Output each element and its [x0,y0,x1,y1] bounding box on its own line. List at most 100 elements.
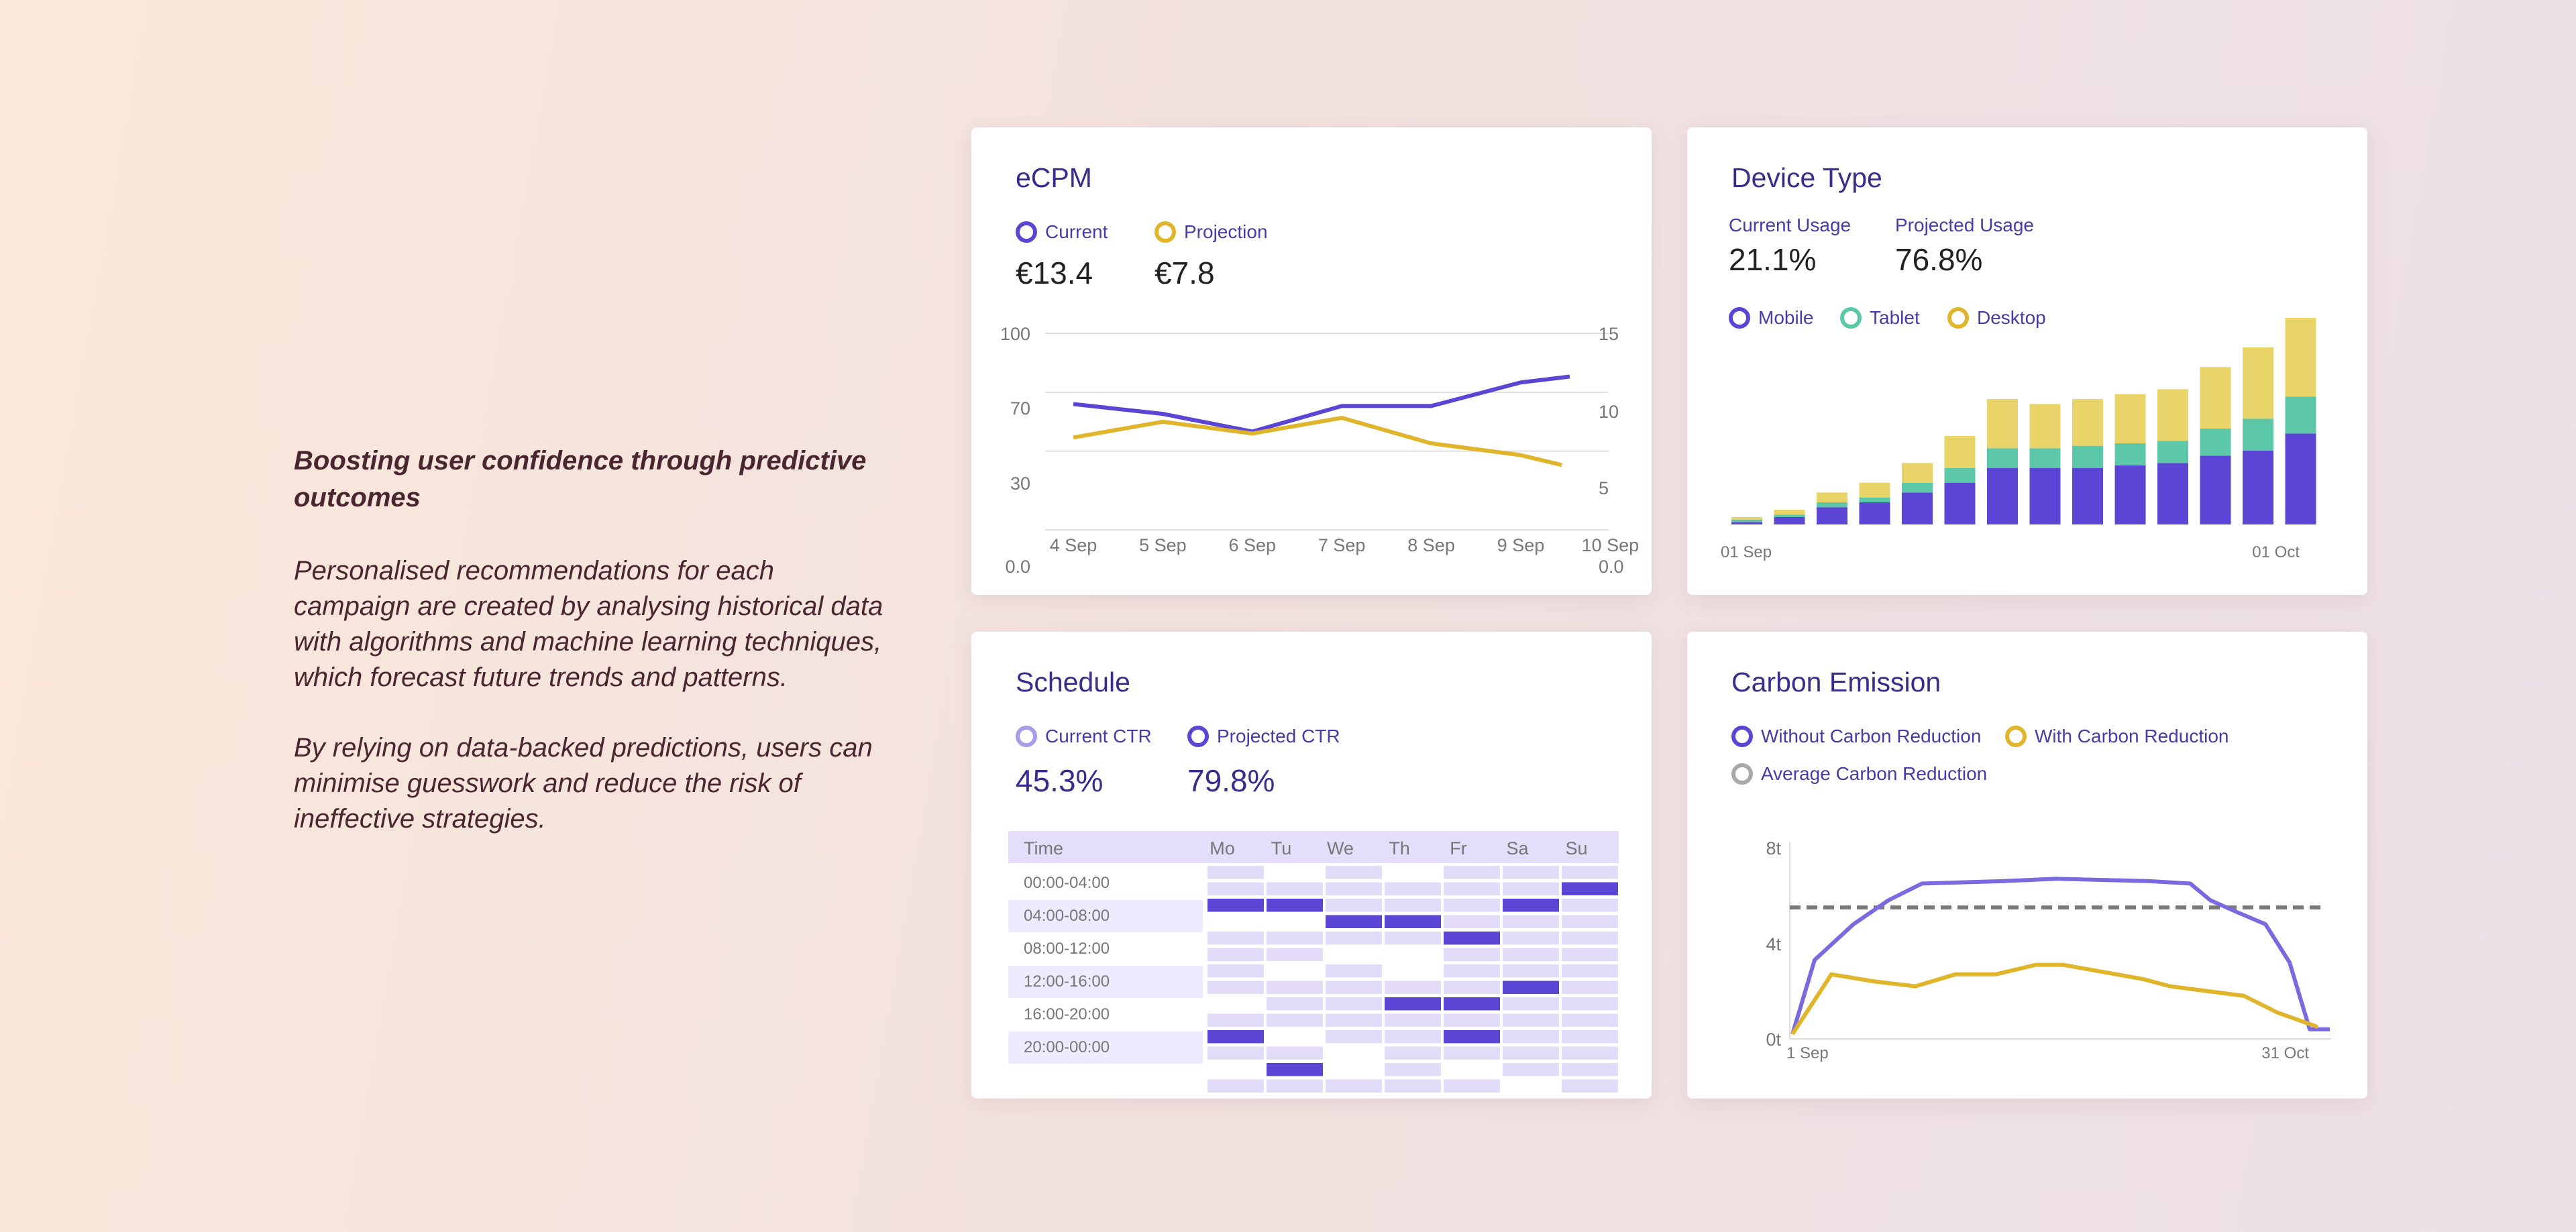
current-value: €13.4 [1016,256,1093,290]
device-bar-mobile [2114,465,2146,524]
ecpm-x-tick: 4 Sep [1050,535,1097,555]
schedule-cell [1267,997,1323,1011]
schedule-cell [1267,1079,1323,1093]
schedule-cell [1326,1030,1382,1044]
ecpm-x-tick: 5 Sep [1139,535,1187,555]
device-bar-mobile [1817,507,1847,524]
schedule-cell [1444,882,1500,895]
device-bar-tablet [1987,448,2018,468]
legend-without-reduction[interactable]: Without Carbon Reduction [1731,726,1981,747]
schedule-cell [1208,1013,1264,1027]
schedule-cell [1267,981,1323,994]
device-bar-tablet [1902,482,1933,493]
schedule-cell [1444,1046,1500,1060]
device-bar-tablet [1944,467,1976,483]
device-bar-mobile [1774,517,1805,524]
schedule-cell [1208,948,1264,961]
projected-usage-value: 76.8% [1895,242,1983,277]
schedule-header-day: Tu [1271,838,1292,858]
device-bar-tablet [2200,429,2231,456]
schedule-row-band [1008,966,1203,998]
device-card: Device Type Current Usage Projected Usag… [1687,127,2367,595]
schedule-cell [1208,932,1264,945]
device-bar-desktop [1731,517,1762,520]
schedule-cell [1267,932,1323,945]
schedule-cell [1267,1046,1323,1060]
device-bar-desktop [1944,436,1976,468]
schedule-cell [1326,899,1382,912]
legend-current-ctr-label: Current CTR [1045,726,1152,746]
legend-desktop[interactable]: Desktop [1947,307,2046,329]
device-bar-desktop [1859,482,1890,498]
device-bar-desktop [2029,404,2061,449]
schedule-cell [1503,1030,1559,1044]
schedule-heatmap: Time Mo Tu We Th Fr Sa Su 00:00-04:00 04:00-08:00… [1008,831,1619,1093]
legend-current-ctr[interactable]: Current CTR [1016,726,1152,747]
legend-projection[interactable]: Projection [1155,221,1268,243]
projected-usage-label: Projected Usage [1895,215,2035,235]
projected-ctr-marker-icon [1187,726,1209,747]
legend-average-reduction[interactable]: Average Carbon Reduction [1731,763,1987,785]
schedule-cell [1444,899,1500,912]
ecpm-right-tick: 5 [1599,478,1609,498]
device-bar-desktop [1774,510,1805,515]
device-title: Device Type [1731,162,1882,193]
schedule-cell [1326,1013,1382,1027]
legend-current[interactable]: Current [1016,221,1108,243]
schedule-cell [1503,899,1559,912]
schedule-cell [1503,948,1559,961]
schedule-cell [1562,899,1618,912]
legend-with-reduction[interactable]: With Carbon Reduction [2005,726,2229,747]
legend-current-label: Current [1045,221,1108,242]
current-usage-label: Current Usage [1729,215,1851,235]
legend-with-reduction-label: With Carbon Reduction [2035,726,2229,746]
ecpm-card: eCPM Current Projection €13.4 €7.8 100 70… [971,127,1652,595]
device-bar-mobile [1987,467,2018,524]
schedule-header-day: Fr [1450,838,1466,858]
device-bar-desktop [2285,318,2316,397]
legend-desktop-label: Desktop [1977,307,2046,328]
projected-ctr-value: 79.8% [1187,763,1275,798]
device-bar-mobile [2072,467,2103,524]
schedule-cell [1326,932,1382,945]
device-bar-desktop [2114,394,2146,443]
schedule-row-label: 20:00-00:00 [1024,1038,1110,1056]
schedule-cell [1562,997,1618,1011]
schedule-cell [1208,964,1264,978]
ecpm-chart: 100 70 30 0.0 15 10 5 0.0 4 Sep 5 Sep 6 Sep 7 Sep 8 … [1000,324,1640,577]
schedule-cell [1385,1046,1441,1060]
device-bar-mobile [1944,482,1976,524]
device-bar-tablet [1817,502,1847,508]
legend-tablet[interactable]: Tablet [1840,307,1920,329]
without-reduction-marker-icon [1731,726,1753,747]
schedule-cell [1503,915,1559,928]
schedule-cell [1385,1013,1441,1027]
projection-marker-icon [1155,221,1176,243]
schedule-cell [1385,997,1441,1011]
schedule-header-bg [1008,831,1619,863]
desktop-marker-icon [1947,307,1969,329]
legend-average-reduction-label: Average Carbon Reduction [1761,763,1988,784]
legend-mobile[interactable]: Mobile [1729,307,1813,329]
schedule-cell [1385,915,1441,928]
device-bar-tablet [2285,396,2316,434]
schedule-cell [1385,882,1441,895]
schedule-header-day: We [1327,838,1354,858]
ecpm-left-tick: 30 [1010,473,1030,494]
ecpm-x-tick: 10 Sep [1582,535,1640,555]
schedule-row-band [1008,1031,1203,1064]
schedule-cell [1562,1013,1618,1027]
schedule-cell [1208,981,1264,994]
schedule-cell [1267,1063,1323,1076]
device-bar-tablet [2243,418,2273,451]
copy-heading: Boosting user confidence through predict… [294,446,867,512]
device-bar-mobile [2029,467,2061,524]
legend-projected-ctr[interactable]: Projected CTR [1187,726,1340,747]
schedule-cell [1503,866,1559,879]
schedule-cell [1326,964,1382,978]
schedule-row-label: 12:00-16:00 [1024,972,1110,991]
ecpm-x-tick: 9 Sep [1497,535,1545,555]
schedule-cell [1444,981,1500,994]
legend-without-reduction-label: Without Carbon Reduction [1761,726,1982,746]
schedule-cell [1562,948,1618,961]
